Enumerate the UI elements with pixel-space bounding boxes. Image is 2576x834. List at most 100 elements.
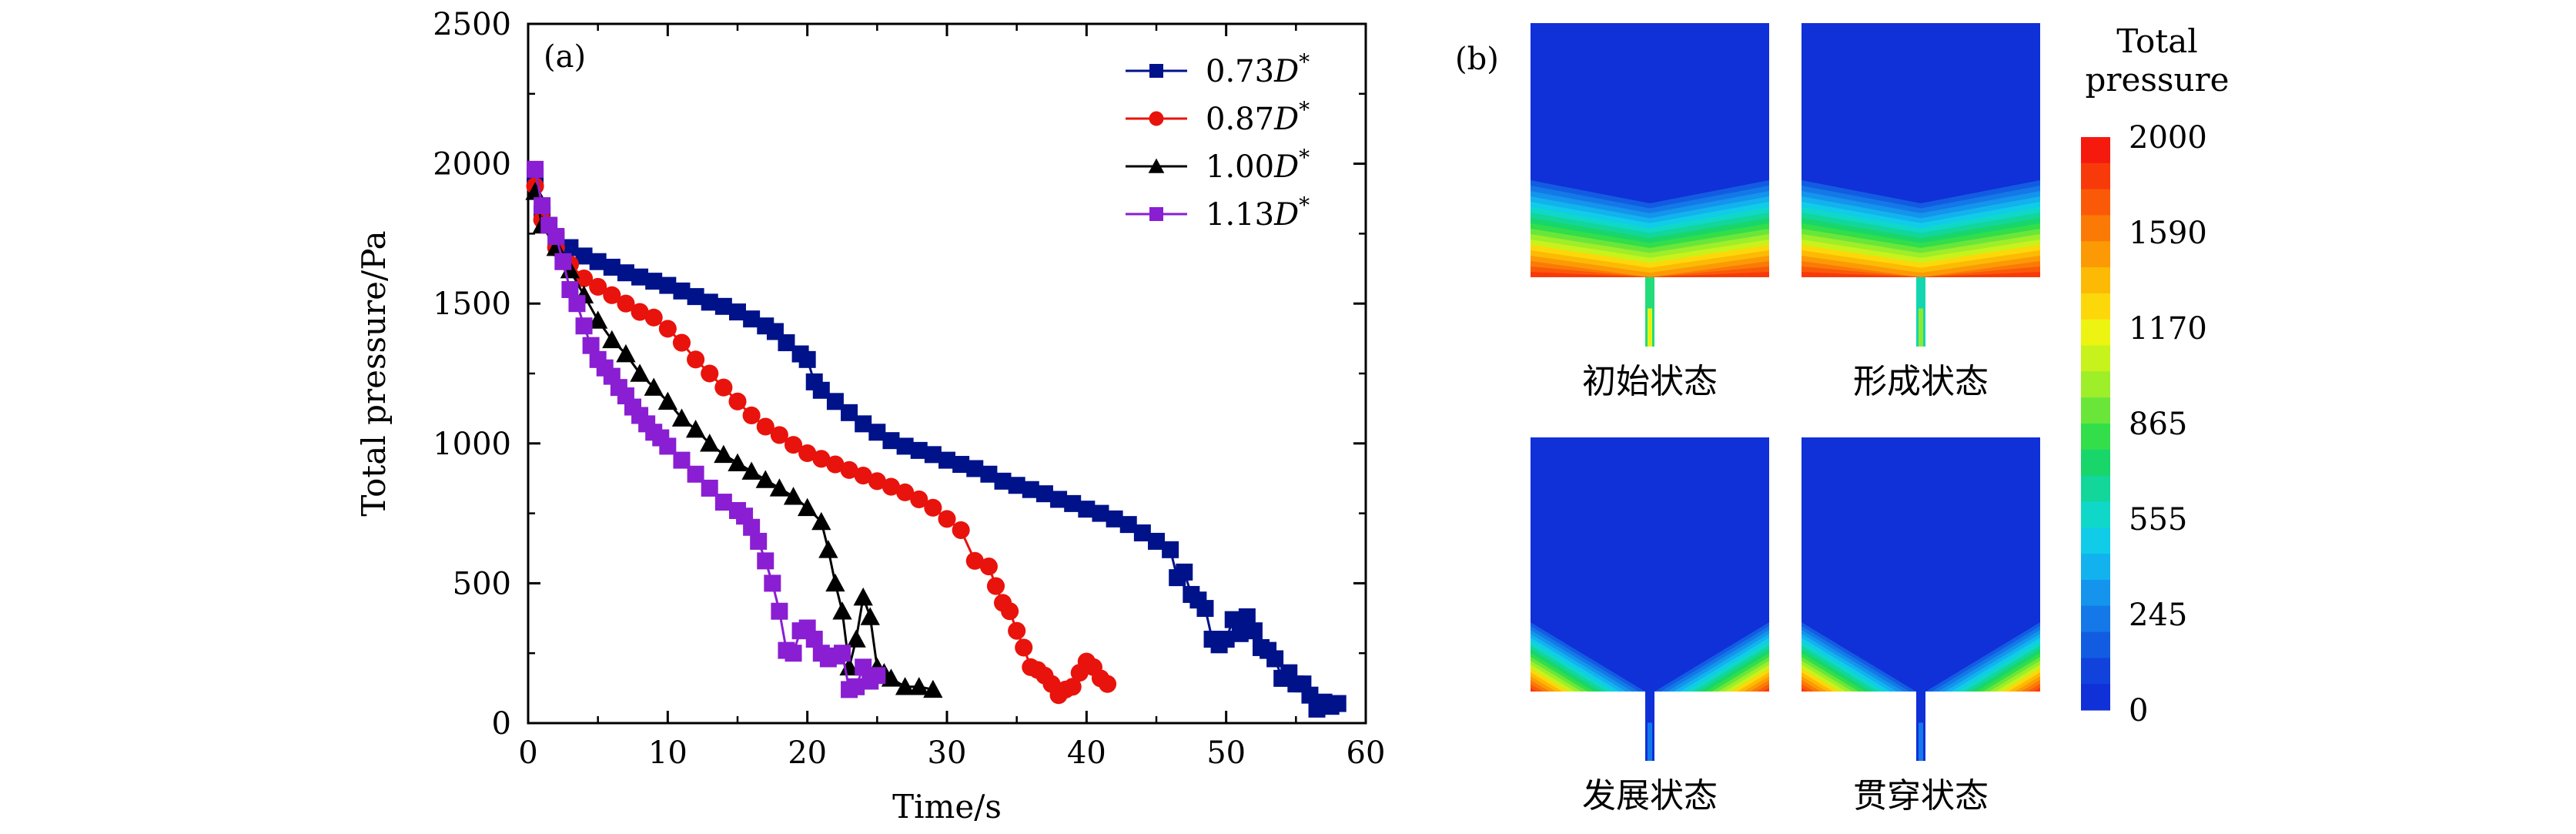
data-point	[1133, 524, 1151, 542]
data-point	[1008, 477, 1025, 494]
data-point	[644, 308, 663, 327]
data-point	[784, 436, 803, 454]
data-point	[630, 363, 650, 382]
data-point	[603, 286, 621, 304]
data-point	[855, 658, 872, 676]
data-point	[575, 317, 593, 335]
y-tick-label: 2500	[433, 7, 511, 42]
data-point	[673, 282, 691, 300]
field-map: 贯穿状态	[1802, 437, 2040, 816]
data-point	[882, 432, 900, 450]
data-point	[1050, 491, 1068, 508]
data-point	[574, 269, 594, 288]
data-point	[714, 297, 732, 315]
data-point	[910, 441, 928, 459]
contour-band	[1531, 272, 1769, 277]
data-point	[589, 277, 607, 296]
contour-band	[1802, 641, 2040, 692]
data-point	[1092, 504, 1109, 522]
data-point	[979, 558, 998, 576]
data-point	[1149, 64, 1163, 78]
data-point	[834, 645, 851, 662]
data-point	[868, 667, 886, 685]
x-tick-label: 10	[648, 735, 687, 771]
data-point	[527, 160, 544, 178]
data-point	[616, 343, 636, 363]
data-point	[854, 467, 872, 485]
data-point	[757, 552, 774, 570]
data-point	[980, 465, 998, 483]
legend-entry: 1.00D*	[1126, 145, 1310, 185]
data-point	[805, 631, 823, 648]
y-tick-label: 2000	[433, 147, 511, 183]
data-point	[1217, 631, 1235, 648]
data-point	[994, 472, 1012, 490]
x-tick-label: 20	[788, 735, 827, 771]
x-tick-label: 40	[1067, 735, 1106, 771]
colorbar-tick-label: 1590	[2129, 216, 2207, 251]
data-point	[840, 461, 858, 479]
data-point	[729, 303, 746, 321]
y-tick-label: 1500	[433, 286, 511, 322]
y-tick-label: 500	[453, 566, 511, 601]
data-point	[1245, 622, 1263, 640]
data-point	[1266, 650, 1284, 668]
colorbar-segment	[2081, 501, 2110, 528]
data-point	[1149, 207, 1163, 221]
data-point	[645, 273, 663, 290]
data-point	[966, 460, 984, 477]
colorbar-tick-label: 555	[2129, 502, 2187, 538]
legend-label: 1.00D*	[1206, 145, 1310, 185]
data-point	[825, 573, 845, 592]
data-point	[1149, 111, 1164, 126]
x-tick-label: 30	[928, 735, 967, 771]
data-point	[743, 310, 761, 328]
colorbar-title: Total	[2116, 22, 2197, 60]
data-point	[1015, 638, 1033, 657]
data-point	[771, 602, 788, 620]
colorbar-segment	[2081, 267, 2110, 294]
data-point	[785, 645, 802, 662]
colorbar-segment	[2081, 554, 2110, 581]
colorbar-segment	[2081, 397, 2110, 424]
data-point	[1231, 625, 1249, 642]
data-point	[728, 392, 747, 410]
data-point	[561, 239, 579, 256]
data-point	[658, 320, 677, 338]
colorbar-segment	[2081, 605, 2110, 633]
data-point	[741, 461, 761, 480]
data-point	[631, 268, 649, 286]
contour-band	[1802, 672, 2040, 692]
state-label: 发展状态	[1582, 776, 1718, 816]
contour-band	[1531, 641, 1769, 692]
data-point	[589, 253, 607, 270]
data-point	[1035, 485, 1053, 503]
data-point	[895, 677, 915, 695]
data-point	[617, 264, 634, 282]
outlet-jet-core	[1648, 722, 1652, 761]
data-point	[701, 293, 718, 311]
data-point	[839, 657, 859, 676]
data-point	[952, 521, 970, 539]
colorbar-segment	[2081, 449, 2110, 477]
data-point	[687, 465, 704, 483]
colorbar-tick-label: 865	[2129, 407, 2187, 442]
data-point	[1148, 158, 1165, 173]
contour-band	[1531, 672, 1769, 692]
field-map: 初始状态	[1531, 23, 1769, 401]
data-point	[853, 587, 873, 606]
x-tick-label: 60	[1347, 735, 1386, 771]
legend-entry: 0.87D*	[1126, 97, 1310, 137]
colorbar-segment	[2081, 371, 2110, 398]
data-point	[672, 333, 691, 352]
data-point	[1196, 600, 1214, 618]
data-point	[1106, 510, 1123, 528]
y-tick-label: 0	[492, 706, 511, 742]
colorbar-tick-label: 1170	[2129, 311, 2207, 347]
legend-label: 1.13D*	[1206, 193, 1310, 233]
data-point	[1098, 675, 1117, 693]
data-point	[687, 288, 704, 306]
data-point	[1329, 695, 1347, 712]
